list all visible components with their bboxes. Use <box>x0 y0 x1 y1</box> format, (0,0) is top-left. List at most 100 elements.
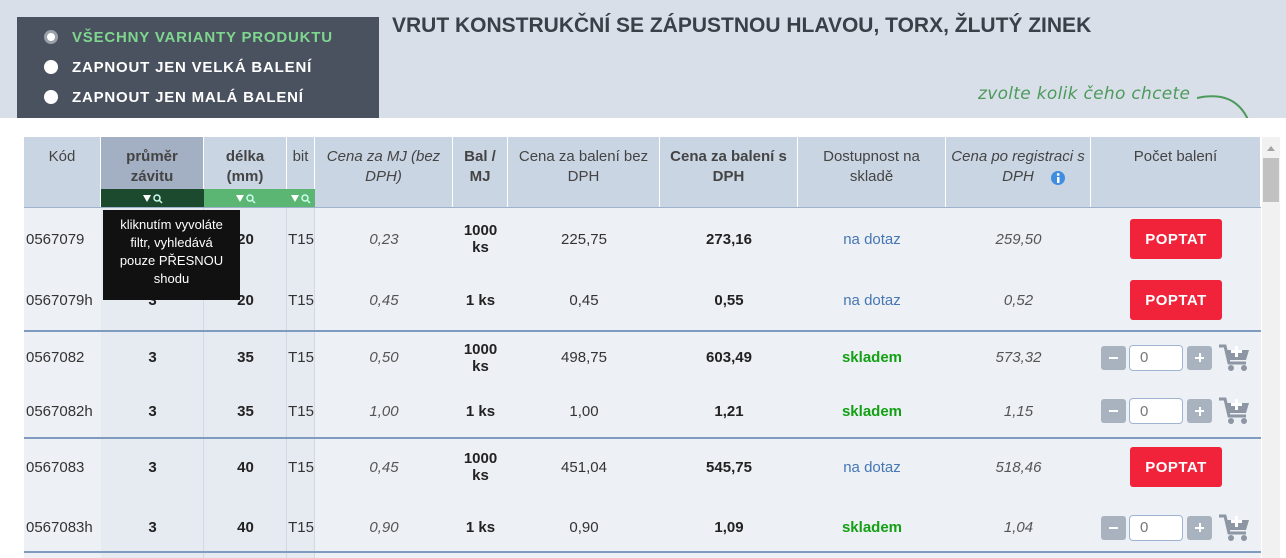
plus-button[interactable] <box>1187 515 1212 540</box>
table-cell: 3 <box>148 458 157 476</box>
filter-icon[interactable] <box>290 193 312 205</box>
cart-icon[interactable] <box>1218 513 1252 543</box>
table-cell: 273,16 <box>706 230 752 248</box>
inquiry-button[interactable]: POPTAT <box>1130 219 1222 259</box>
radio[interactable] <box>44 30 58 44</box>
cart-icon[interactable] <box>1218 396 1252 426</box>
table-cell: 0,90 <box>369 519 399 536</box>
scrollbar-track <box>1262 137 1280 558</box>
option-label[interactable]: VŠECHNY VARIANTY PRODUKTU <box>72 28 333 46</box>
table-cell: 225,75 <box>561 230 607 248</box>
option-label[interactable]: ZAPNOUT JEN MALÁ BALENÍ <box>72 88 304 106</box>
table-cell: 3 <box>148 349 157 366</box>
radio[interactable] <box>44 90 58 104</box>
table-cell: T15 <box>288 402 314 420</box>
table-cell: skladem <box>841 519 903 536</box>
radio[interactable] <box>44 60 58 74</box>
plus-button[interactable] <box>1187 399 1212 423</box>
column-header: Kód <box>24 137 101 208</box>
minus-button[interactable] <box>1101 399 1126 423</box>
cart-icon[interactable] <box>1218 343 1252 373</box>
filter-bar[interactable] <box>101 189 204 208</box>
table-cell: 20 <box>237 230 254 248</box>
table-cell: 0567083h <box>26 519 93 536</box>
group-separator <box>24 330 1261 332</box>
column-shade <box>101 330 204 385</box>
table-cell: 0567083 <box>26 458 85 476</box>
minus-button[interactable] <box>1101 515 1126 540</box>
scrollbar-thumb[interactable] <box>1263 158 1279 202</box>
variant-panel <box>17 17 379 118</box>
table-cell: 0,45 <box>369 291 399 309</box>
table-cell: 0,23 <box>369 230 399 248</box>
table-cell: 20 <box>237 291 254 309</box>
table-cell: 498,75 <box>561 349 607 366</box>
column-header: Počet balení <box>1091 137 1261 208</box>
column-shade <box>204 330 287 385</box>
quantity-input[interactable]: 0 <box>1129 344 1183 371</box>
table-cell: 1,04 <box>1003 519 1034 536</box>
table-cell: 40 <box>237 458 254 476</box>
column-shade <box>287 330 315 385</box>
table-cell: 40 <box>237 519 254 536</box>
table-cell: 0,45 <box>569 291 599 309</box>
minus-button[interactable] <box>1101 345 1126 370</box>
info-icon[interactable] <box>1050 170 1082 186</box>
inquiry-button[interactable]: POPTAT <box>1130 447 1222 487</box>
table-cell: na dotaz <box>843 230 901 248</box>
column-header: Cena za MJ (bez DPH) <box>315 137 453 208</box>
table-cell: 603,49 <box>706 349 752 366</box>
filter-bar[interactable] <box>287 189 315 208</box>
table-cell: 3 <box>148 402 157 420</box>
table-cell: na dotaz <box>843 458 901 476</box>
table-cell: 1,00 <box>369 402 399 420</box>
plus-button[interactable] <box>1187 345 1212 370</box>
variant-option[interactable]: ZAPNOUT JEN MALÁ BALENÍ <box>44 87 304 107</box>
table-cell: 1 ks <box>465 402 496 420</box>
table-cell: 1,15 <box>1003 402 1034 420</box>
table-cell: T15 <box>288 230 314 248</box>
column-shade <box>287 437 315 497</box>
table-cell: 0,50 <box>369 349 399 366</box>
table-cell: T15 <box>288 519 314 536</box>
table-cell: 1 ks <box>465 291 496 309</box>
table-cell: 573,32 <box>995 349 1042 366</box>
scroll-up[interactable] <box>1262 140 1280 156</box>
table-cell: 0567082h <box>26 402 93 420</box>
table-cell: 1,21 <box>714 402 744 420</box>
table-cell: T15 <box>288 458 314 476</box>
column-header: Cena po registraci s DPH <box>946 137 1091 208</box>
filter-icon[interactable] <box>235 193 257 205</box>
column-shade <box>204 385 287 437</box>
option-label[interactable]: ZAPNOUT JEN VELKÁ BALENÍ <box>72 58 313 76</box>
table-cell: 3 <box>148 519 157 536</box>
group-separator <box>24 437 1261 439</box>
table-cell: 1000 ks <box>463 340 498 375</box>
table-cell: 1000 ks <box>463 450 498 484</box>
inquiry-button[interactable]: POPTAT <box>1130 280 1222 320</box>
quantity-input[interactable]: 0 <box>1129 398 1183 424</box>
table-cell: 0,55 <box>714 291 744 309</box>
filter-tooltip: kliknutím vyvoláte filtr, vyhledává pouz… <box>103 210 240 300</box>
filter-icon[interactable] <box>142 193 164 205</box>
table-cell: 3 <box>148 291 157 309</box>
table-cell: 1,00 <box>569 402 599 420</box>
column-header: Cena za balení bez DPH <box>508 137 660 208</box>
table-cell: skladem <box>841 402 903 420</box>
table-cell: T15 <box>288 291 314 309</box>
column-header: Dostupnost na skladě <box>798 137 946 208</box>
group-separator <box>24 551 1261 553</box>
table-cell: 0567079 <box>26 230 85 248</box>
table-cell: T15 <box>288 349 314 366</box>
table-cell: skladem <box>841 349 903 366</box>
column-shade <box>287 270 315 330</box>
filter-bar[interactable] <box>204 189 287 208</box>
column-header: Bal / MJ <box>453 137 508 208</box>
table-cell: 518,46 <box>995 458 1042 476</box>
column-shade <box>204 497 287 558</box>
variant-option[interactable]: ZAPNOUT JEN VELKÁ BALENÍ <box>44 57 312 77</box>
quantity-input[interactable]: 0 <box>1129 514 1183 541</box>
table-cell: 545,75 <box>706 458 752 476</box>
variant-option[interactable]: VŠECHNY VARIANTY PRODUKTU <box>44 27 333 47</box>
product-title: VRUT KONSTRUKČNÍ SE ZÁPUSTNOU HLAVOU, TO… <box>392 14 1092 37</box>
